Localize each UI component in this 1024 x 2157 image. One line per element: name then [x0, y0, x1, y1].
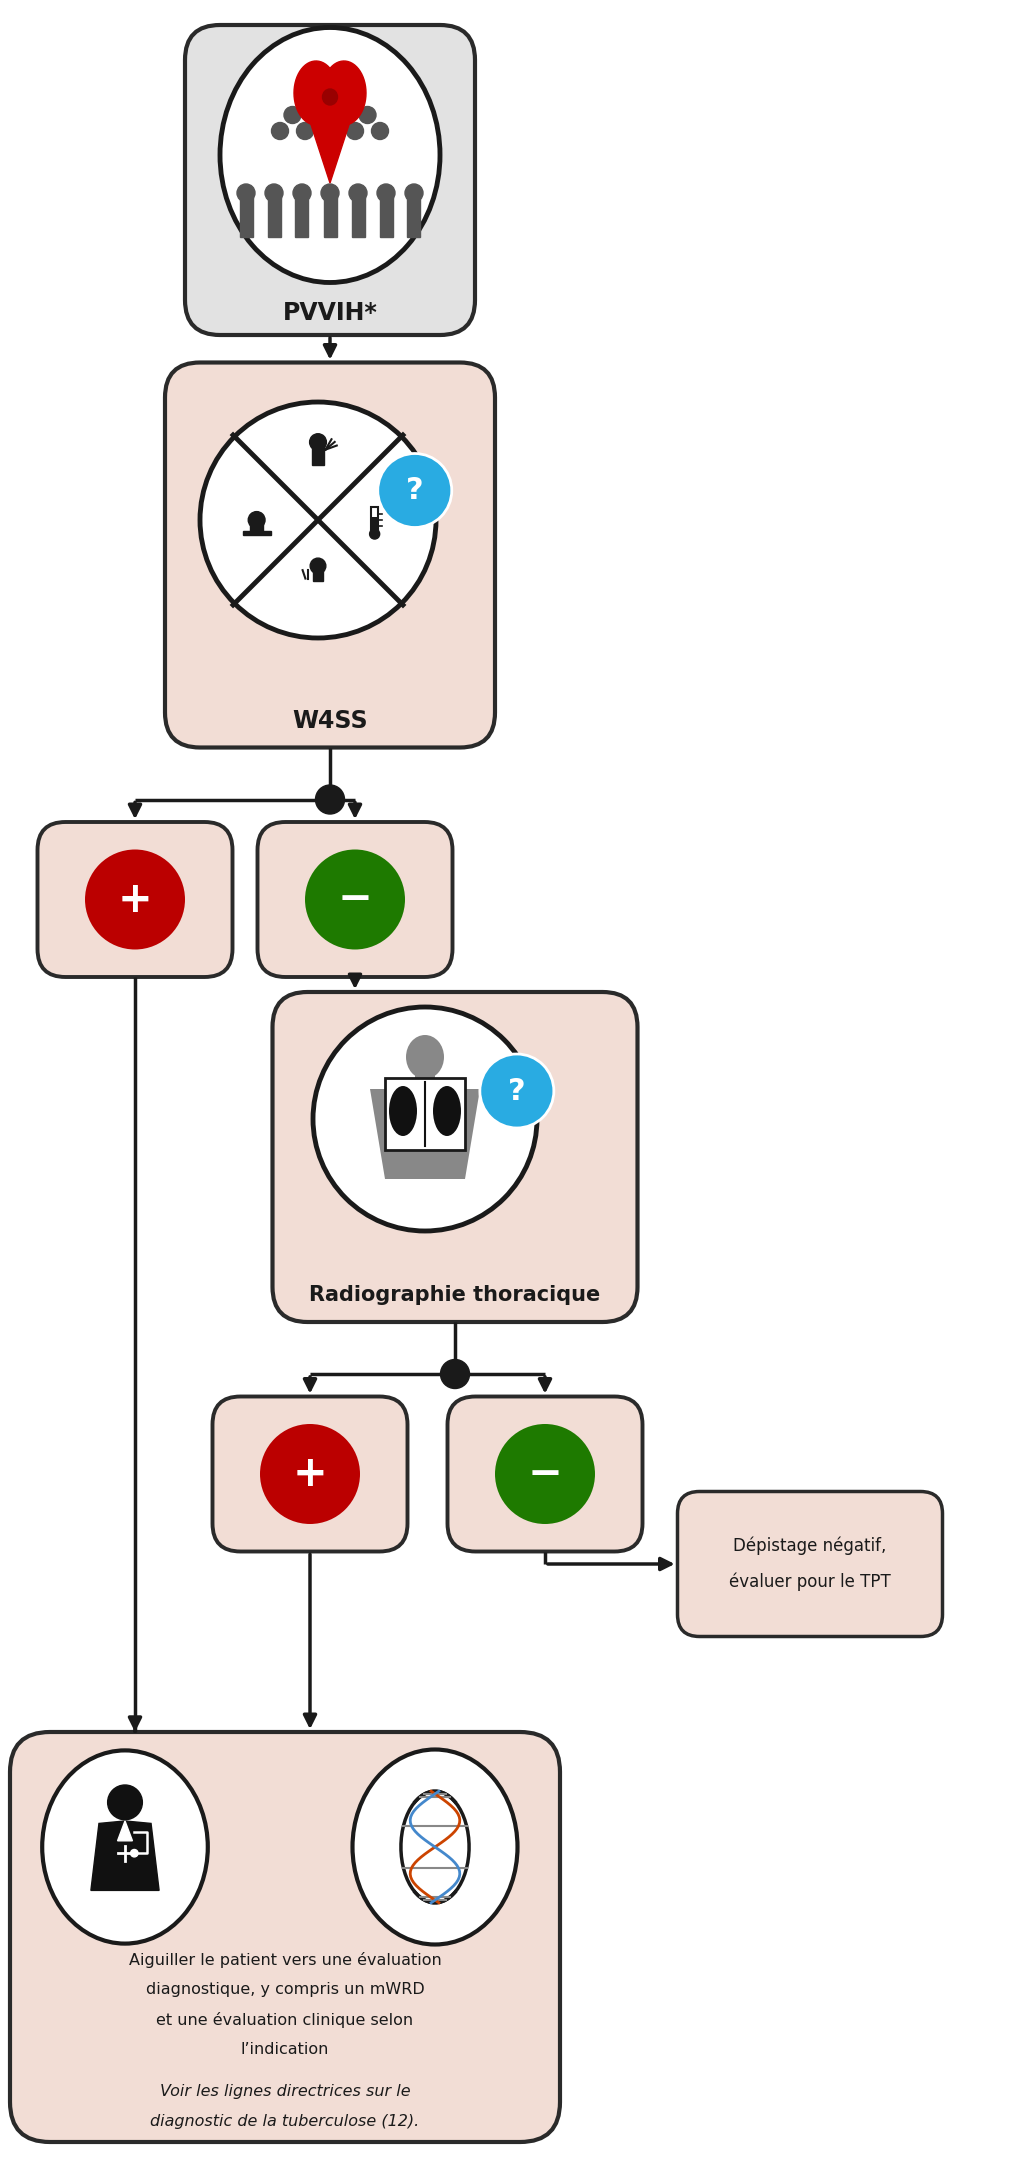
- Circle shape: [440, 1359, 469, 1389]
- Circle shape: [284, 106, 301, 123]
- Text: Radiographie thoracique: Radiographie thoracique: [309, 1286, 601, 1305]
- Circle shape: [297, 93, 313, 110]
- Text: diagnostique, y compris un mWRD: diagnostique, y compris un mWRD: [145, 1982, 424, 1997]
- Circle shape: [309, 434, 327, 451]
- Circle shape: [322, 123, 339, 140]
- Text: +: +: [293, 1454, 328, 1495]
- Text: W4SS: W4SS: [292, 707, 368, 733]
- Circle shape: [313, 1007, 537, 1232]
- FancyBboxPatch shape: [385, 1078, 465, 1150]
- Text: Aiguiller le patient vers une évaluation: Aiguiller le patient vers une évaluation: [129, 1952, 441, 1967]
- FancyBboxPatch shape: [257, 822, 453, 977]
- Bar: [240, 196, 253, 237]
- Circle shape: [305, 850, 406, 949]
- Circle shape: [131, 1849, 138, 1857]
- FancyBboxPatch shape: [213, 1396, 408, 1551]
- Text: −: −: [338, 878, 373, 921]
- Text: +: +: [118, 878, 153, 921]
- Circle shape: [346, 123, 364, 140]
- Circle shape: [237, 183, 255, 203]
- Ellipse shape: [220, 28, 440, 283]
- Circle shape: [321, 183, 339, 203]
- Bar: [373, 518, 377, 533]
- Circle shape: [349, 183, 367, 203]
- Circle shape: [265, 183, 283, 203]
- Circle shape: [293, 183, 311, 203]
- Polygon shape: [294, 60, 338, 125]
- Bar: [324, 196, 337, 237]
- Polygon shape: [302, 97, 358, 183]
- Bar: [351, 196, 365, 237]
- Text: l’indication: l’indication: [241, 2043, 329, 2058]
- FancyBboxPatch shape: [185, 26, 475, 334]
- Ellipse shape: [352, 1749, 517, 1943]
- Circle shape: [271, 123, 289, 140]
- Circle shape: [495, 1424, 595, 1525]
- Circle shape: [322, 93, 339, 110]
- Text: et une évaluation clinique selon: et une évaluation clinique selon: [157, 2012, 414, 2028]
- Circle shape: [310, 559, 326, 574]
- Circle shape: [372, 123, 388, 140]
- Bar: [313, 567, 323, 582]
- Polygon shape: [322, 60, 366, 125]
- Bar: [267, 196, 281, 237]
- Circle shape: [248, 511, 265, 528]
- FancyBboxPatch shape: [272, 992, 638, 1322]
- FancyBboxPatch shape: [678, 1490, 942, 1637]
- Ellipse shape: [389, 1085, 417, 1137]
- Polygon shape: [370, 1089, 480, 1180]
- Bar: [408, 196, 421, 237]
- Bar: [243, 531, 270, 535]
- FancyBboxPatch shape: [38, 822, 232, 977]
- Ellipse shape: [42, 1749, 208, 1943]
- Circle shape: [346, 93, 364, 110]
- Circle shape: [315, 785, 344, 813]
- Circle shape: [480, 1055, 554, 1128]
- Bar: [251, 520, 263, 531]
- Circle shape: [260, 1424, 360, 1525]
- Bar: [380, 196, 392, 237]
- Circle shape: [334, 106, 351, 123]
- Bar: [296, 196, 308, 237]
- Circle shape: [370, 528, 380, 539]
- Ellipse shape: [406, 1035, 444, 1078]
- Circle shape: [200, 401, 436, 638]
- Text: Dépistage négatif,: Dépistage négatif,: [733, 1536, 887, 1555]
- Circle shape: [377, 183, 395, 203]
- Circle shape: [309, 80, 326, 97]
- Text: −: −: [527, 1454, 562, 1495]
- Circle shape: [378, 453, 452, 528]
- Circle shape: [406, 183, 423, 203]
- Text: Voir les lignes directrices sur le: Voir les lignes directrices sur le: [160, 2084, 411, 2099]
- Ellipse shape: [323, 88, 338, 106]
- Text: évaluer pour le TPT: évaluer pour le TPT: [729, 1572, 891, 1592]
- Circle shape: [297, 123, 313, 140]
- Circle shape: [309, 106, 326, 123]
- Polygon shape: [118, 1821, 132, 1840]
- Circle shape: [108, 1786, 142, 1821]
- Text: ?: ?: [508, 1076, 525, 1107]
- Text: diagnostic de la tuberculose (12).: diagnostic de la tuberculose (12).: [151, 2114, 420, 2129]
- Text: PVVIH*: PVVIH*: [283, 302, 378, 326]
- Ellipse shape: [433, 1085, 461, 1137]
- FancyBboxPatch shape: [447, 1396, 642, 1551]
- Bar: [312, 444, 324, 464]
- Circle shape: [359, 106, 376, 123]
- Bar: [415, 1070, 435, 1089]
- Circle shape: [334, 80, 351, 97]
- Text: ?: ?: [406, 477, 424, 505]
- Bar: [372, 507, 378, 535]
- Polygon shape: [91, 1821, 159, 1890]
- Circle shape: [85, 850, 185, 949]
- FancyBboxPatch shape: [10, 1732, 560, 2142]
- FancyBboxPatch shape: [165, 362, 495, 748]
